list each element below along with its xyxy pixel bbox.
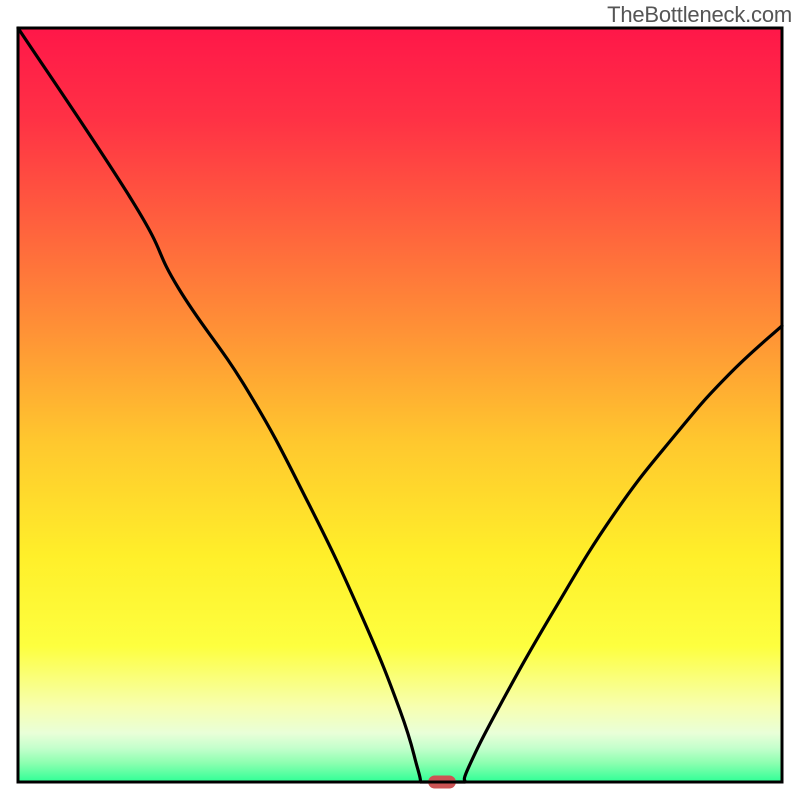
watermark-text: TheBottleneck.com — [607, 2, 792, 28]
plot-background — [18, 28, 782, 782]
bottleneck-chart — [0, 0, 800, 800]
chart-container: TheBottleneck.com — [0, 0, 800, 800]
